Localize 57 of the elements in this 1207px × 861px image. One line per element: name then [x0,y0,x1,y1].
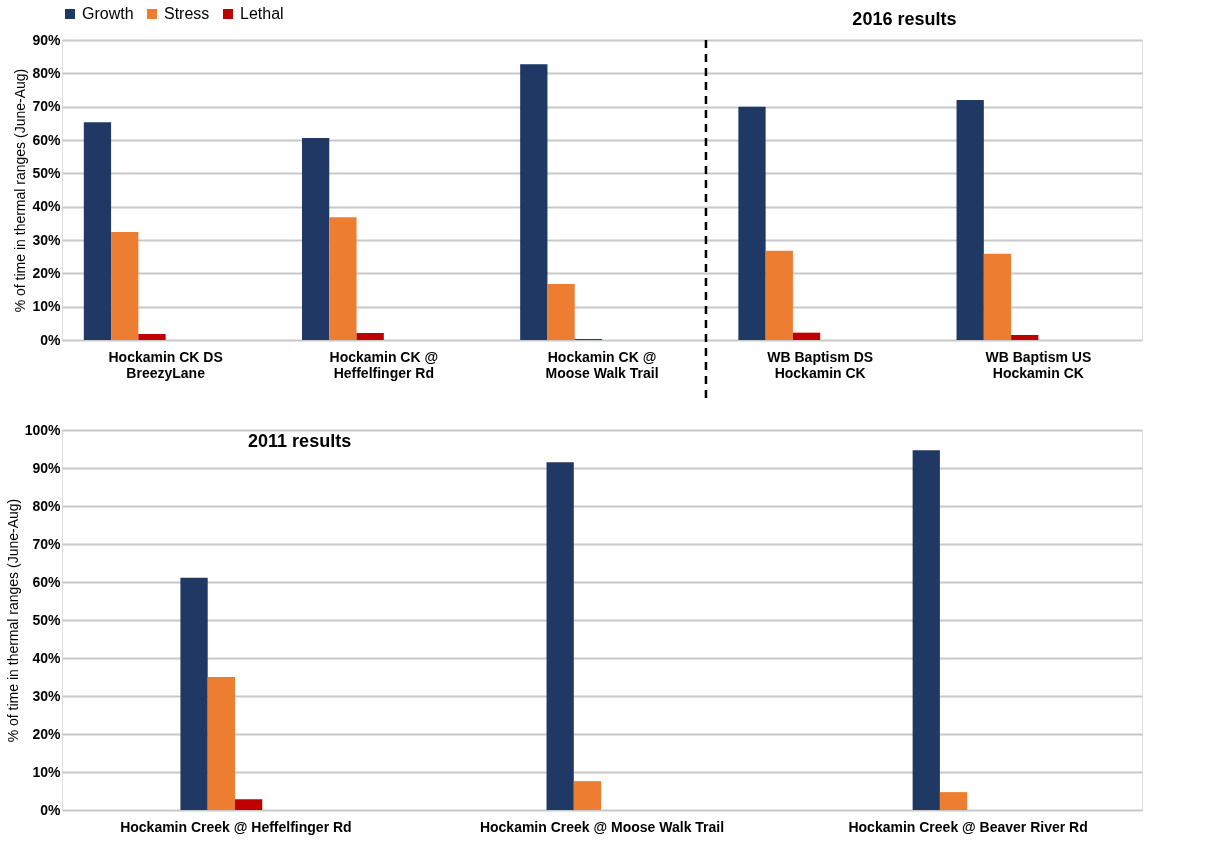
bar [1011,335,1039,340]
bar [180,577,208,810]
y-tick-label: 80% [32,64,62,81]
bar [738,106,766,340]
x-tick-label: Hockamin CK @ Moose Walk Trail [545,348,659,381]
y-tick-label: 60% [32,573,62,590]
y-tick-label: 30% [32,231,62,248]
bar [765,250,793,340]
y-tick-label: 0% [40,331,62,348]
bar [792,332,821,340]
x-tick-label: Hockamin Creek @ Beaver River Rd [848,818,1088,835]
y-tick-label: 30% [32,687,62,704]
text: 2016 results [852,9,957,29]
y-tick-label: 50% [32,611,62,628]
y-tick-label: 20% [32,264,62,281]
y-tick-label: 0% [40,801,62,818]
y-axis-title: % of time in thermal ranges (June-Aug) [12,68,29,313]
y-tick-label: 60% [32,131,62,148]
bar [83,122,112,340]
y-axis-title: % of time in thermal ranges (June-Aug) [4,498,21,743]
bar [939,792,968,810]
bar [329,217,357,340]
y-tick-label: 90% [32,31,62,48]
y-tick-label: 40% [32,198,62,215]
bar [983,253,1012,340]
y-tick-label: 90% [32,459,62,476]
y-tick-label: 20% [32,725,62,742]
x-tick-label: WB Baptism DS Hockamin CK [767,348,874,381]
legend-label: Stress [164,5,210,22]
y-tick-label: 70% [32,98,62,115]
y-tick-label: 70% [32,535,62,552]
y-tick-label: 10% [32,298,62,315]
legend-label: Lethal [240,5,284,22]
bar [956,100,984,340]
x-tick-label: Hockamin CK DS BreezyLane [108,348,223,381]
bar [302,138,330,340]
legend-label: Growth [82,5,134,22]
y-tick-label: 10% [32,763,62,780]
bar [573,781,602,810]
bar [138,334,166,340]
bar [520,64,548,340]
x-tick-label: Hockamin Creek @ Heffelfinger Rd [120,818,352,835]
bar [912,450,940,810]
bar [111,232,139,340]
y-tick-label: 80% [32,497,62,514]
y-tick-label: 40% [32,649,62,666]
x-tick-label: Hockamin CK @ Heffelfinger Rd [329,348,439,381]
bar [547,284,575,340]
y-tick-label: 50% [32,164,62,181]
x-tick-label: WB Baptism US Hockamin CK [985,348,1092,381]
annotation: 2011 results [248,431,352,451]
bar [546,462,574,810]
bar [207,677,235,810]
bar [234,799,263,810]
y-tick-label: 100% [24,421,62,438]
x-tick-label: Hockamin Creek @ Moose Walk Trail [479,818,725,835]
bar [356,333,384,340]
